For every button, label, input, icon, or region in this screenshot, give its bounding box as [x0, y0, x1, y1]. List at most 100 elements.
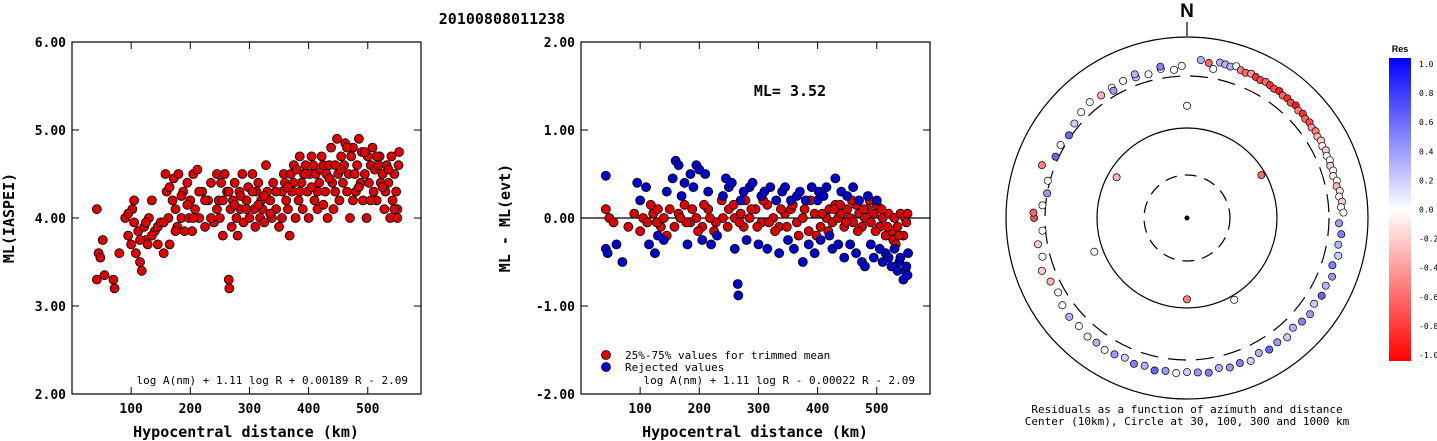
data-point	[91, 204, 102, 215]
data-point	[123, 208, 134, 219]
station-point	[1183, 101, 1191, 110]
data-point	[765, 182, 776, 193]
station-point	[1288, 323, 1297, 332]
y-tick-label: 0.00	[544, 212, 575, 227]
colorbar-tick-label: -0.6	[1419, 293, 1437, 302]
x-axis-label: Hypocentral distance (km)	[133, 423, 359, 441]
epicenter-dot	[1184, 215, 1190, 221]
data-point	[294, 186, 305, 197]
station-point	[1100, 345, 1109, 354]
data-point	[803, 239, 814, 250]
station-point	[1339, 208, 1348, 217]
data-point	[803, 226, 814, 237]
data-point	[247, 186, 258, 197]
x-tick-label: 200	[688, 402, 712, 417]
data-point	[130, 248, 141, 259]
colorbar-tick-label: 0.2	[1419, 176, 1434, 185]
data-point	[322, 213, 333, 223]
data-point	[231, 213, 242, 223]
station-point	[1265, 345, 1274, 354]
station-point	[1090, 247, 1099, 256]
data-point	[229, 199, 240, 210]
formula: log A(nm) + 1.11 log R - 0.00022 R - 2.0…	[643, 374, 915, 387]
legend-label-trimmed: 25%-75% values for trimmed mean	[625, 349, 830, 362]
data-point	[705, 213, 715, 223]
station-point	[1183, 295, 1191, 304]
y-tick-label: 2.00	[544, 36, 575, 51]
data-point	[330, 186, 341, 197]
data-point	[394, 147, 405, 157]
data-point	[789, 243, 799, 254]
data-point	[833, 239, 844, 250]
station-point	[1193, 368, 1202, 377]
data-point	[91, 274, 102, 285]
data-point	[232, 230, 243, 241]
data-point	[200, 221, 210, 232]
data-point	[371, 151, 382, 162]
data-point	[368, 186, 379, 197]
station-point	[1209, 65, 1218, 73]
station-point	[1070, 119, 1079, 128]
station-point	[1140, 361, 1149, 370]
data-point	[99, 270, 110, 281]
station-point	[1056, 141, 1065, 149]
colorbar-tick-label: 0.8	[1419, 89, 1434, 98]
station-point	[1298, 317, 1306, 326]
y-tick-label: 6.00	[35, 36, 66, 51]
station-point	[1161, 366, 1170, 375]
data-point	[346, 151, 357, 162]
y-tick-label: 1.00	[544, 124, 575, 139]
data-point	[95, 252, 106, 263]
data-point	[192, 164, 203, 175]
station-point	[1328, 261, 1337, 270]
data-point	[182, 177, 193, 188]
panel-residuals: -2.00 -1.00 0.00 1.00 2.00 100 200 300 400 500 M…	[496, 36, 931, 441]
data-point	[309, 195, 320, 206]
data-point	[652, 204, 663, 215]
data-point	[392, 213, 403, 223]
data-point	[293, 195, 304, 206]
station-point	[1110, 350, 1119, 359]
data-point	[661, 186, 672, 197]
data-point	[902, 270, 913, 281]
station-point	[1046, 277, 1055, 286]
station-point	[1172, 369, 1181, 378]
data-point	[858, 204, 869, 215]
station-point	[1170, 65, 1178, 74]
data-point	[268, 177, 279, 188]
data-point	[894, 230, 905, 241]
data-point	[848, 182, 859, 193]
data-point	[650, 248, 660, 259]
data-point	[294, 151, 305, 162]
x-axis-label: Hypocentral distance (km)	[642, 423, 868, 441]
station-point	[1085, 98, 1094, 107]
ring-300km	[1044, 75, 1330, 361]
data-point	[641, 182, 651, 193]
data-point	[901, 217, 912, 228]
data-point	[645, 199, 656, 210]
station-point	[1150, 366, 1159, 375]
caption-line-1: Residuals as a function of azimuth and d…	[1031, 403, 1342, 416]
data-point	[734, 217, 745, 228]
data-point	[600, 170, 611, 181]
x-tick-label: 100	[119, 402, 143, 417]
data-point	[793, 230, 804, 241]
data-point	[817, 208, 828, 219]
data-point	[729, 243, 740, 254]
data-point	[241, 204, 252, 215]
data-point	[693, 226, 704, 237]
station-point	[1334, 251, 1343, 260]
x-tick-label: 400	[297, 402, 321, 417]
x-tick-label: 500	[356, 402, 380, 417]
data-point	[744, 213, 755, 223]
station-point	[1029, 208, 1038, 217]
station-point	[1037, 161, 1046, 170]
data-point	[364, 177, 374, 188]
station-point	[1214, 363, 1223, 372]
station-point	[1246, 357, 1255, 365]
data-point	[676, 191, 687, 201]
data-point	[373, 160, 384, 171]
data-point	[815, 235, 826, 245]
x-ticks: 100 200 300 400 500	[628, 42, 889, 417]
colorbar-tick-label: 0.4	[1419, 147, 1434, 156]
